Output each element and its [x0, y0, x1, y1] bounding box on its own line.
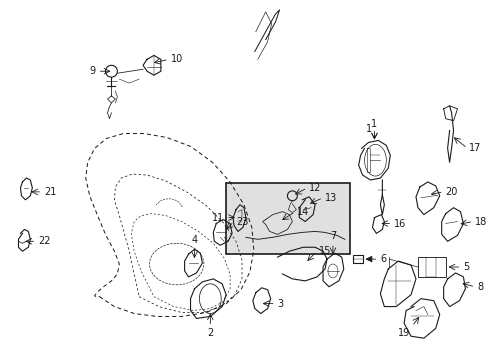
- Text: 7: 7: [329, 231, 335, 241]
- Text: 14: 14: [297, 207, 309, 217]
- Text: 20: 20: [445, 187, 457, 197]
- Text: 4: 4: [191, 235, 197, 245]
- Text: 1: 1: [370, 118, 377, 129]
- Text: 13: 13: [325, 193, 337, 203]
- Text: 2: 2: [207, 328, 213, 338]
- Text: 1: 1: [366, 123, 372, 134]
- Text: 23: 23: [236, 216, 248, 226]
- Text: 5: 5: [463, 262, 469, 272]
- Text: 21: 21: [44, 187, 57, 197]
- Text: 12: 12: [308, 183, 321, 193]
- Text: 22: 22: [38, 236, 51, 246]
- Text: 11: 11: [211, 212, 224, 222]
- Text: 6: 6: [380, 254, 386, 264]
- Text: 15: 15: [319, 246, 331, 256]
- Text: 3: 3: [277, 298, 283, 309]
- Text: 9: 9: [89, 66, 96, 76]
- Text: 18: 18: [474, 216, 487, 226]
- Text: 10: 10: [170, 54, 183, 64]
- Text: 16: 16: [393, 219, 406, 229]
- Text: 17: 17: [468, 143, 481, 153]
- Text: 8: 8: [476, 282, 483, 292]
- Bar: [225, 183, 349, 254]
- Text: 19: 19: [397, 328, 409, 338]
- Bar: [417, 257, 445, 277]
- Bar: [352, 255, 362, 263]
